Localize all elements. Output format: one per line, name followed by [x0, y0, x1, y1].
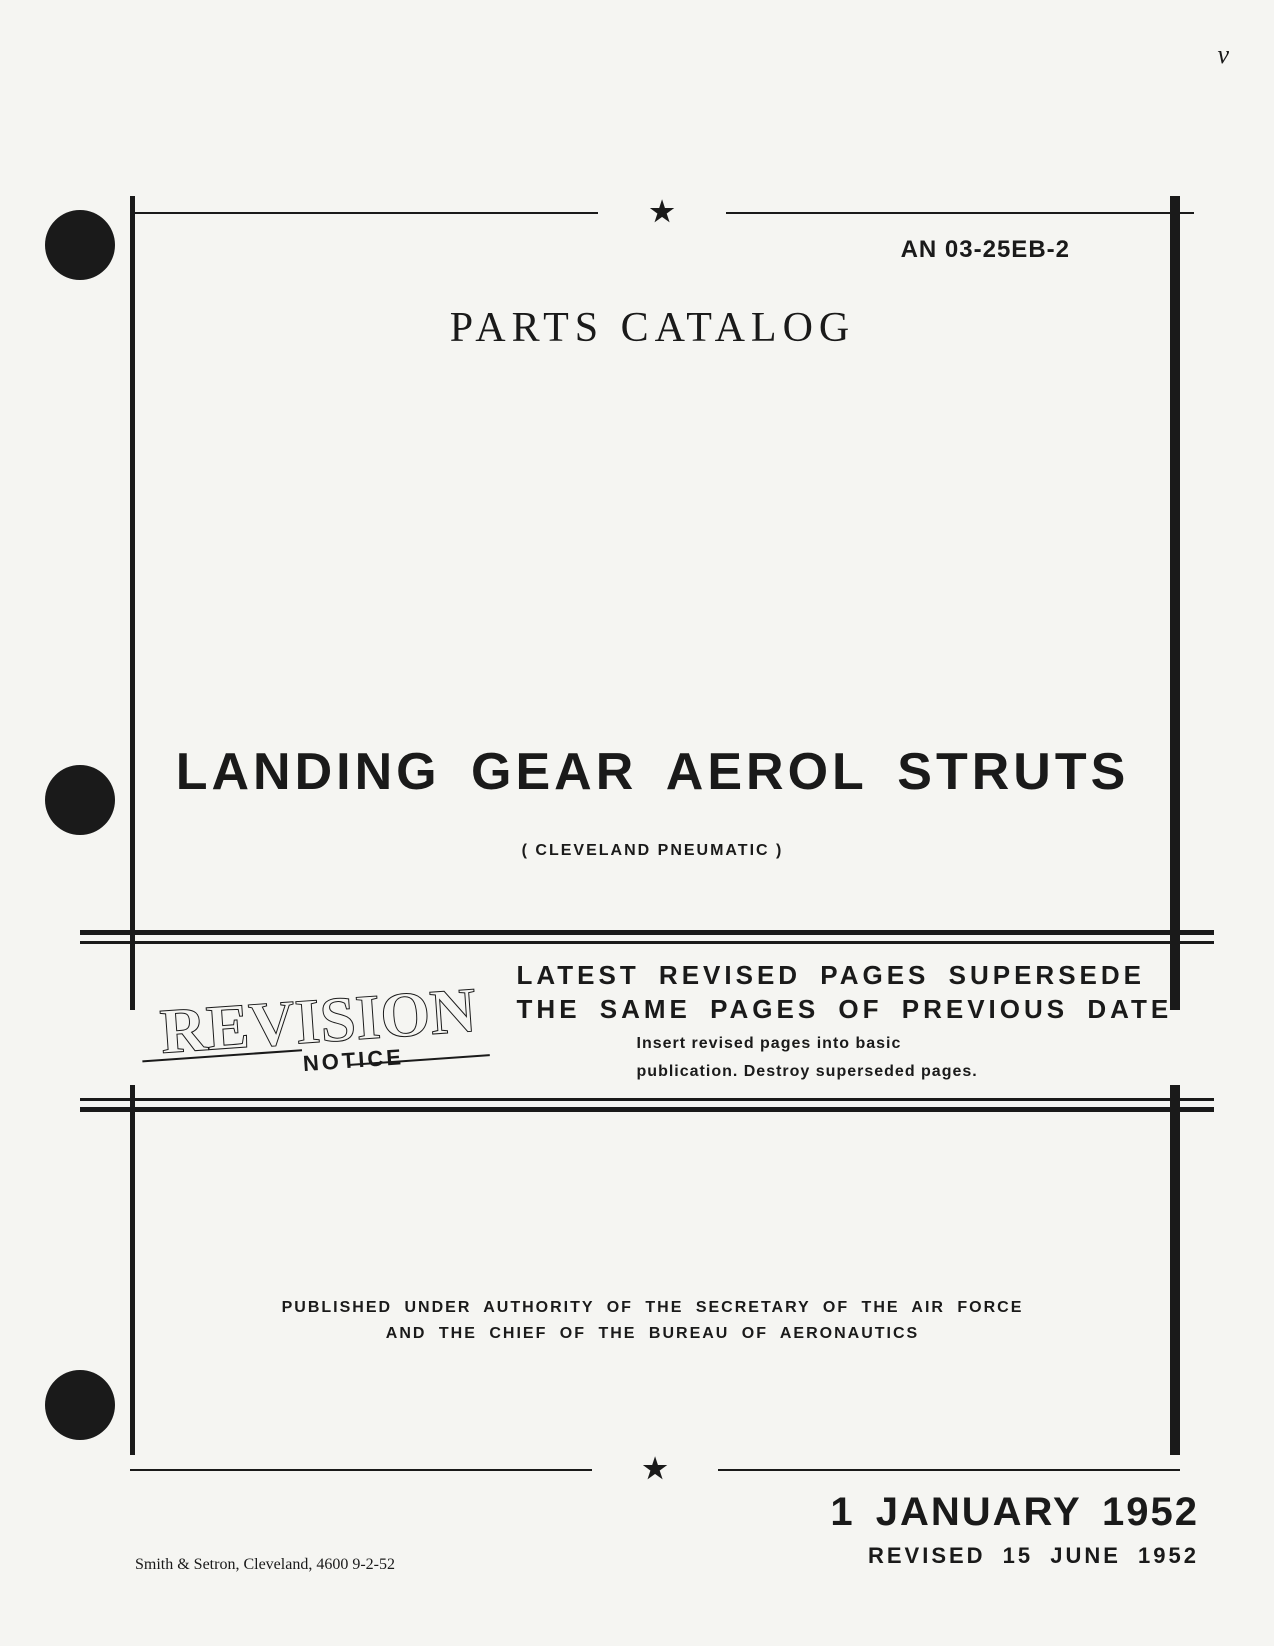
printer-credit: Smith & Setron, Cleveland, 4600 9-2-52 [135, 1556, 395, 1574]
revision-sub-line1: Insert revised pages into basic [517, 1033, 1174, 1055]
revision-date: REVISED 15 JUNE 1952 [830, 1543, 1199, 1569]
authority-line1: PUBLISHED UNDER AUTHORITY OF THE SECRETA… [135, 1295, 1170, 1321]
manufacturer-label: ( CLEVELAND PNEUMATIC ) [135, 842, 1170, 860]
edge-mark-top-right: v [1217, 40, 1229, 70]
publication-date: 1 JANUARY 1952 [830, 1490, 1199, 1535]
revision-heading-line1: LATEST REVISED PAGES SUPERSEDE [517, 959, 1174, 993]
revision-inner: REVISION NOTICE LATEST REVISED PAGES SUP… [80, 941, 1214, 1101]
document-id: AN 03-25EB-2 [135, 196, 1170, 264]
revision-text-block: LATEST REVISED PAGES SUPERSEDE THE SAME … [517, 959, 1174, 1083]
revision-stamp: REVISION NOTICE [158, 973, 479, 1069]
lower-content-frame: PUBLISHED UNDER AUTHORITY OF THE SECRETA… [130, 1085, 1180, 1455]
catalog-title: PARTS CATALOG [135, 304, 1170, 352]
punch-hole-bottom [45, 1370, 115, 1440]
publication-authority: PUBLISHED UNDER AUTHORITY OF THE SECRETA… [135, 1295, 1170, 1346]
revision-heading-line2: THE SAME PAGES OF PREVIOUS DATE [517, 993, 1174, 1027]
authority-line2: AND THE CHIEF OF THE BUREAU OF AERONAUTI… [135, 1321, 1170, 1347]
main-content-frame: AN 03-25EB-2 PARTS CATALOG LANDING GEAR … [130, 196, 1180, 1010]
bottom-rule-with-star: ★ [130, 1452, 1180, 1486]
date-block: 1 JANUARY 1952 REVISED 15 JUNE 1952 [830, 1490, 1199, 1569]
page-root: v ★ AN 03-25EB-2 PARTS CATALOG LANDING G… [0, 0, 1274, 1646]
revision-sub-line2: publication. Destroy superseded pages. [517, 1061, 1174, 1083]
main-title: LANDING GEAR AEROL STRUTS [135, 742, 1170, 802]
punch-hole-top [45, 210, 115, 280]
bottom-rule-right [718, 1469, 1180, 1471]
punch-hole-middle [45, 765, 115, 835]
